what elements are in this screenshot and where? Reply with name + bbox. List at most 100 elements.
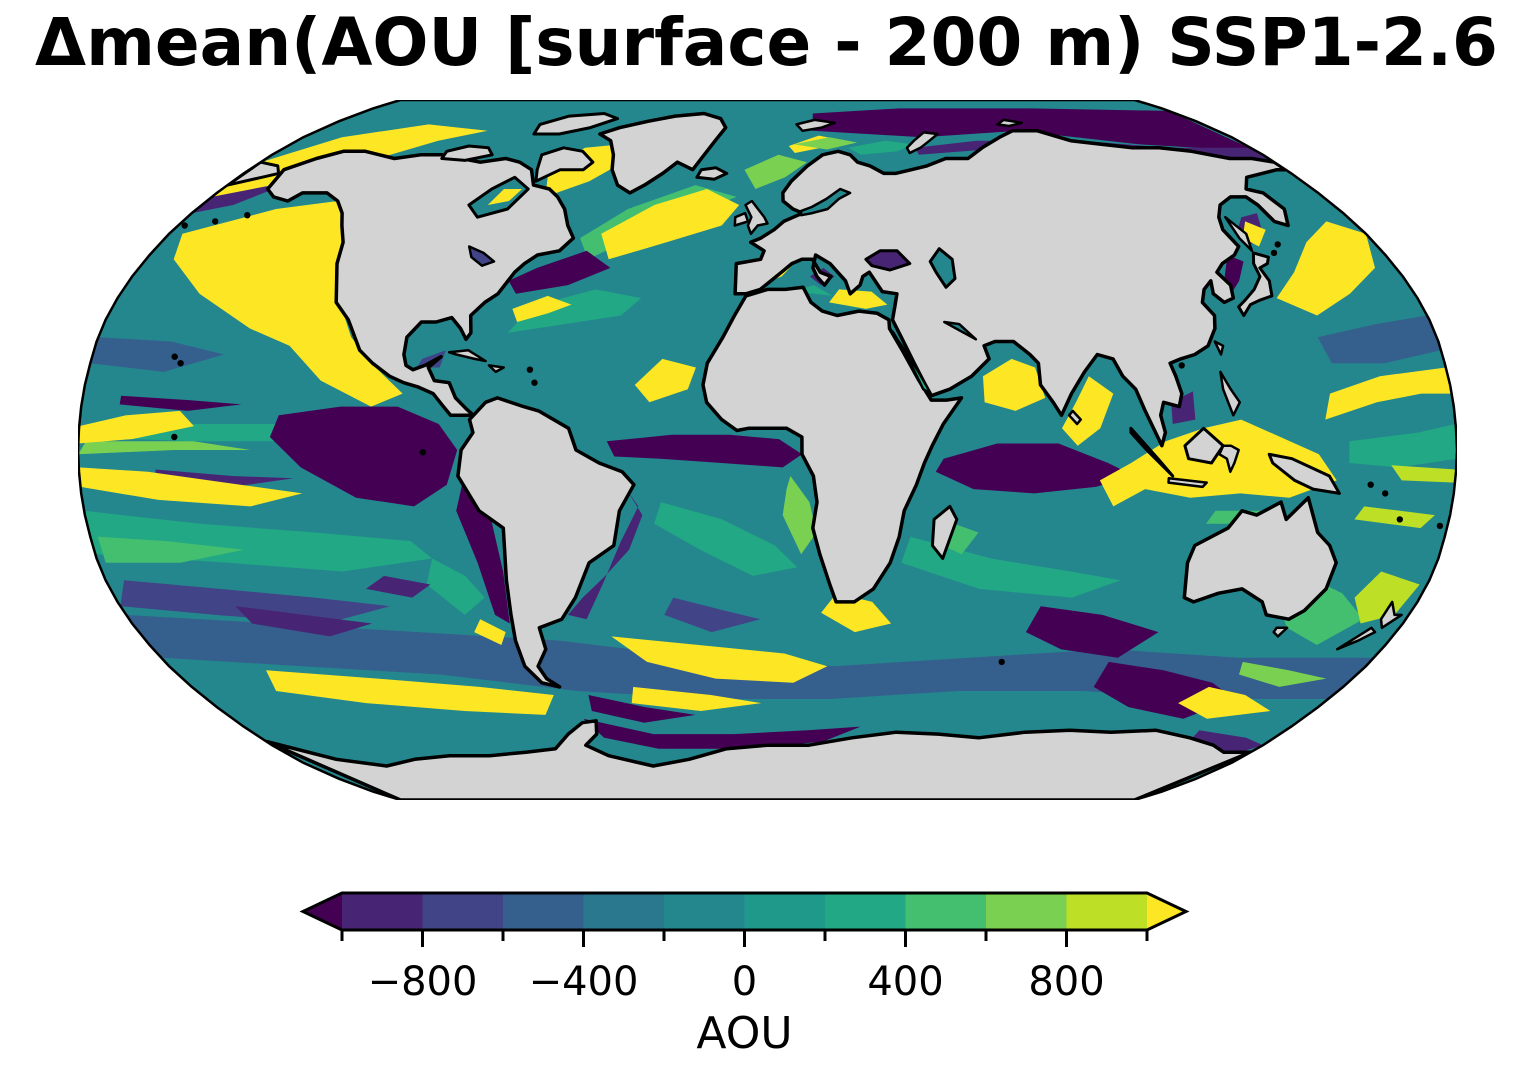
ocean-region — [588, 695, 696, 723]
ocean-region — [78, 441, 251, 455]
ocean-region — [120, 580, 391, 624]
ocean-region — [601, 189, 740, 260]
ocean-region — [426, 558, 485, 615]
island-mark — [998, 658, 1005, 666]
ocean-region — [456, 484, 510, 624]
island-mark — [171, 353, 178, 360]
land-polygon — [1335, 626, 1377, 651]
colorbar-tick-label: −400 — [529, 959, 639, 1005]
ocean-region — [512, 295, 572, 322]
ocean-region — [792, 285, 833, 296]
land-polygon — [733, 129, 1290, 448]
ocean-region — [848, 140, 914, 155]
ocean-region — [782, 476, 817, 555]
ocean-region — [1354, 571, 1420, 624]
inland-water — [487, 189, 523, 205]
land-polygon — [1379, 600, 1403, 630]
land-polygon — [1237, 251, 1274, 317]
colorbar-segment — [1066, 893, 1148, 930]
ocean-region — [631, 686, 762, 711]
ocean-region — [1391, 465, 1457, 483]
land-polygon — [1067, 409, 1083, 426]
land-polygon — [795, 118, 836, 133]
ocean-region — [935, 443, 1135, 494]
ocean-region — [266, 670, 554, 715]
ocean-region — [119, 395, 242, 411]
land-polygon — [1272, 626, 1289, 638]
land-polygon — [1213, 340, 1225, 356]
land-polygon — [1267, 452, 1341, 495]
map-content — [78, 100, 1457, 800]
land-polygon — [1218, 444, 1240, 473]
ocean-region — [97, 536, 244, 563]
ocean-region — [90, 337, 224, 372]
island-mark — [1367, 481, 1374, 488]
ocean-region — [634, 358, 696, 403]
island-mark — [1436, 522, 1444, 530]
ocean-region — [1276, 221, 1375, 316]
island-mark — [1382, 490, 1389, 497]
colorbar: −800 −400 0 400 800 AOU — [299, 891, 1190, 1059]
ocean-region — [664, 597, 761, 633]
colorbar-segment — [342, 893, 424, 930]
land-polygon — [744, 199, 769, 236]
colorbar-segment — [422, 893, 504, 930]
colorbar-segment — [744, 893, 826, 930]
ocean-region — [1025, 606, 1159, 658]
inland-water — [864, 249, 912, 272]
island-mark — [1270, 249, 1278, 257]
ocean-region — [1354, 506, 1435, 529]
colorbar-tick-label: 800 — [1028, 959, 1104, 1005]
ocean-region — [568, 489, 643, 620]
land-polygon — [532, 112, 620, 136]
ocean-region — [126, 614, 1374, 699]
island-mark — [419, 449, 426, 456]
ocean-region — [1178, 686, 1271, 719]
ocean-region — [474, 619, 506, 645]
land-polygon — [598, 111, 728, 195]
land-polygon — [1129, 426, 1175, 478]
ocean-region — [1349, 424, 1457, 468]
ocean-region — [417, 350, 446, 368]
land-polygon — [695, 166, 729, 181]
ocean-region — [78, 410, 194, 444]
island-mark — [1178, 362, 1185, 369]
colorbar-tick-label: −800 — [368, 959, 478, 1005]
colorbar-axis-label: AOU — [696, 1008, 792, 1059]
ocean-region — [583, 718, 861, 749]
colorbar-segment — [583, 893, 665, 930]
land-polygon — [1219, 370, 1242, 417]
colorbar-extend-left — [303, 893, 342, 930]
colorbar-extend-right — [1147, 893, 1186, 930]
land-polygon — [265, 149, 576, 418]
island-mark — [1396, 516, 1404, 523]
land-polygon — [930, 504, 959, 560]
ocean-region — [829, 289, 888, 309]
land-polygon — [1224, 215, 1254, 253]
colorbar-segment — [825, 893, 907, 930]
ocean-region — [508, 289, 642, 333]
island-mark — [244, 212, 251, 219]
land-polygon — [701, 285, 964, 604]
land-polygon — [447, 348, 487, 363]
island-mark — [531, 379, 538, 386]
land-polygon — [1183, 426, 1225, 465]
island-mark — [181, 222, 188, 229]
ocean-region — [794, 137, 857, 150]
figure-title: Δmean(AOU [surface - 200 m) SSP1-2.6 — [35, 4, 1498, 81]
ocean-region — [606, 434, 802, 468]
ocean-region — [1325, 367, 1452, 420]
colorbar-segment — [905, 893, 987, 930]
world-map — [78, 100, 1457, 800]
inland-water — [799, 187, 852, 217]
island-mark — [526, 366, 534, 373]
land-polygon — [534, 146, 595, 183]
colorbar-segment — [503, 893, 585, 930]
inland-water — [943, 320, 978, 341]
land-polygon — [1167, 476, 1208, 489]
ocean-region — [901, 536, 1121, 598]
ocean-region — [1062, 376, 1114, 446]
land-polygon — [1182, 495, 1338, 621]
ocean-region — [78, 467, 303, 507]
